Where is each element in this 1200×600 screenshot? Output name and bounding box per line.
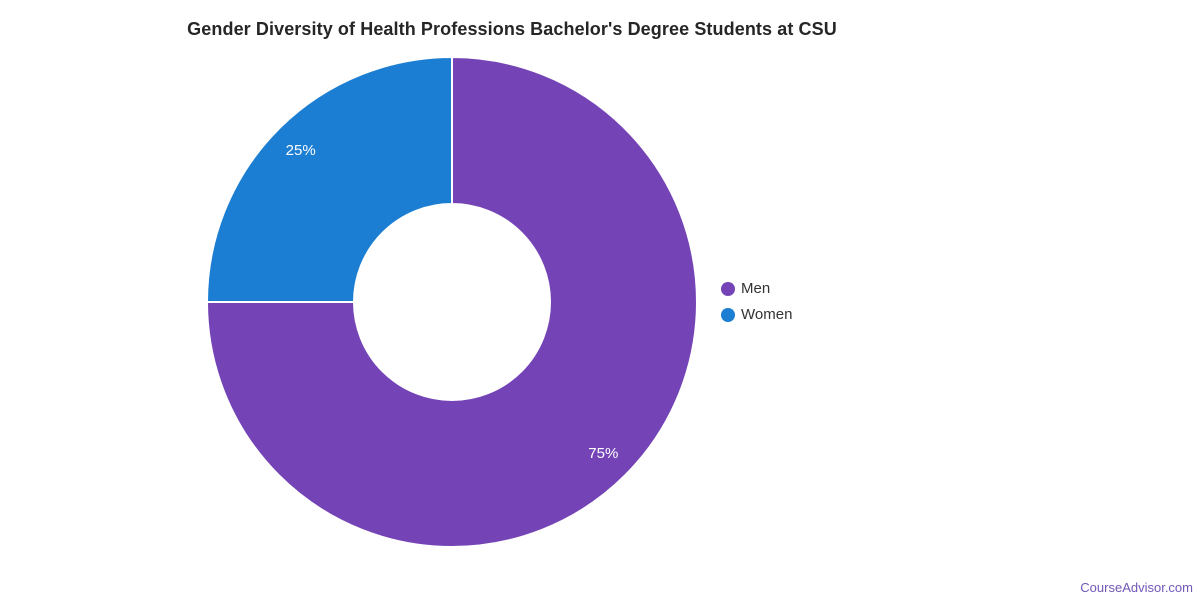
chart-title: Gender Diversity of Health Professions B… — [187, 19, 837, 39]
legend-label-men: Men — [741, 280, 771, 297]
legend-marker-men-icon — [721, 281, 735, 296]
pie-slice-men[interactable] — [206, 56, 698, 548]
slice-label-men: 75% — [588, 445, 618, 462]
legend: Men Women — [721, 278, 792, 325]
watermark-link[interactable]: CourseAdvisor.com — [1080, 580, 1193, 595]
legend-item-women[interactable]: Women — [721, 304, 792, 325]
pie-slice-women[interactable] — [206, 56, 453, 303]
slice-label-women: 25% — [286, 142, 316, 159]
legend-marker-women-icon — [721, 307, 735, 322]
legend-label-women: Women — [741, 306, 793, 323]
legend-item-men[interactable]: Men — [721, 278, 792, 299]
